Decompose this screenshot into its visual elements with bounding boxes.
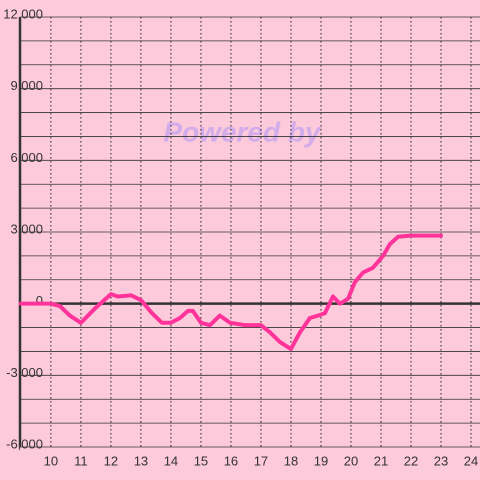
x-tick-label: 22	[404, 453, 418, 468]
y-tick-label: -3,000	[6, 365, 43, 380]
x-tick-label: 21	[374, 453, 388, 468]
y-tick-label: 12,000	[3, 6, 43, 21]
x-tick-label: 13	[134, 453, 148, 468]
x-tick-label: 16	[224, 453, 238, 468]
x-tick-label: 20	[344, 453, 358, 468]
x-tick-label: 14	[164, 453, 178, 468]
x-tick-label: 19	[314, 453, 328, 468]
y-tick-label: 3,000	[10, 221, 43, 236]
y-tick-label: 0	[36, 293, 43, 308]
y-tick-label: 9,000	[10, 78, 43, 93]
watermark: Powered by	[163, 116, 322, 147]
x-tick-label: 15	[194, 453, 208, 468]
x-tick-label: 12	[104, 453, 118, 468]
x-tick-label: 10	[44, 453, 58, 468]
y-tick-label: 6,000	[10, 150, 43, 165]
x-tick-label: 17	[254, 453, 268, 468]
x-tick-label: 23	[434, 453, 448, 468]
data-line	[18, 233, 443, 352]
y-tick-label: -6,000	[6, 436, 43, 451]
x-tick-label: 18	[284, 453, 298, 468]
x-tick-label: 24	[464, 453, 478, 468]
x-tick-label: 11	[74, 453, 88, 468]
